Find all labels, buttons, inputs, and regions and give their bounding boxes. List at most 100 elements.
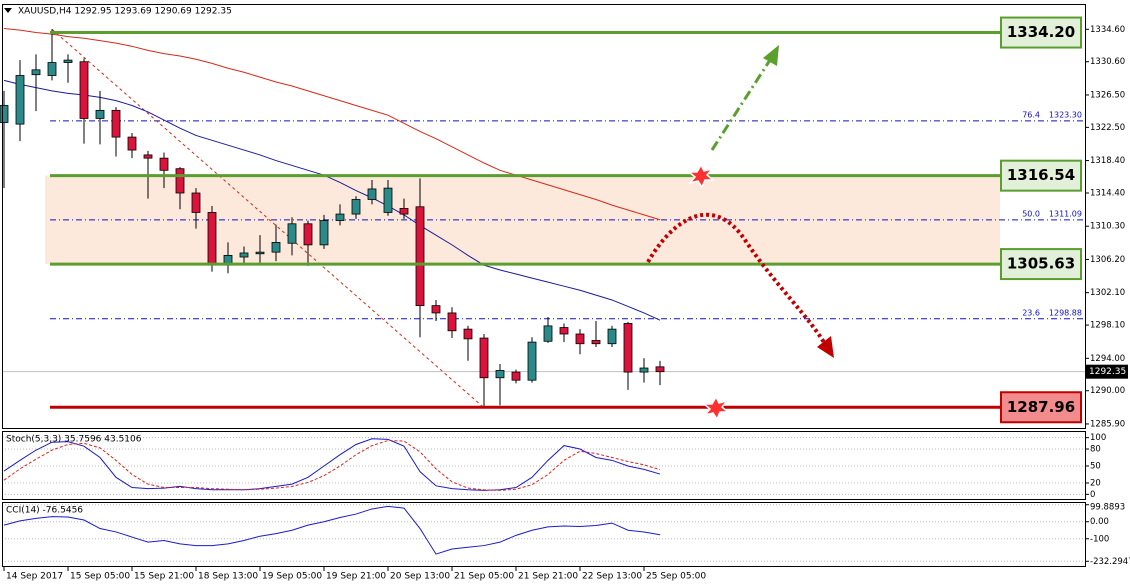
- last-price-label: 1292.35: [1089, 367, 1126, 377]
- up-arrow-head: [763, 45, 779, 66]
- y-tick-label: 1318.40: [1090, 156, 1125, 166]
- y-tick-label: 1290.00: [1090, 386, 1125, 396]
- candle-body: [111, 109, 121, 138]
- indicator-line: [3, 439, 661, 491]
- candle-body: [319, 220, 329, 246]
- candle-body: [575, 333, 585, 345]
- moving-average: [3, 28, 661, 221]
- candle-body: [591, 340, 601, 345]
- down-arrow-head: [817, 336, 834, 358]
- candle-body: [335, 213, 345, 221]
- y-tick-label: 20: [1090, 479, 1101, 489]
- candle-body: [431, 305, 441, 314]
- candle-body: [527, 341, 537, 381]
- y-tick-label: 1306.20: [1090, 255, 1125, 265]
- moving-average: [3, 79, 661, 321]
- candle-body: [287, 223, 297, 244]
- indicator-line: [3, 438, 661, 491]
- annotations: [646, 45, 834, 421]
- candle-body: [271, 242, 281, 253]
- candle-body: [479, 337, 489, 379]
- y-tick-label: 1322.50: [1090, 123, 1125, 133]
- y-tick-label: 1298.10: [1090, 321, 1125, 331]
- x-tick-label: 15 Sep 21:00: [134, 572, 194, 582]
- candle-body: [607, 328, 617, 345]
- down-arrow-line: [646, 212, 828, 347]
- burst: [701, 395, 731, 421]
- candle-body: [303, 223, 313, 246]
- candle-body: [0, 105, 9, 123]
- candle-body: [623, 323, 633, 373]
- candle-body: [191, 192, 201, 213]
- x-tick-label: 19 Sep 05:00: [262, 572, 322, 582]
- level-label: 1305.63: [1007, 255, 1075, 273]
- chart-title: XAUUSD,H4 1292.95 1293.69 1290.69 1292.3…: [18, 7, 232, 17]
- y-tick-label: 0.00: [1090, 517, 1109, 527]
- candle-body: [463, 328, 473, 340]
- cci-title: CCI(14) -76.5456: [6, 506, 83, 516]
- y-tick-label: 1334.60: [1090, 25, 1125, 35]
- candle-body: [15, 75, 25, 125]
- candle-body: [207, 212, 217, 266]
- candle-body: [447, 312, 457, 332]
- fib-level: 23.6: [1022, 308, 1040, 317]
- y-tick-label: 99.8893: [1090, 503, 1125, 513]
- fib-price: 1323.30: [1049, 110, 1082, 119]
- level-box: [1000, 159, 1082, 192]
- y-tick-label: -232.2947: [1090, 557, 1130, 567]
- x-tick-label: 18 Sep 13:00: [198, 572, 258, 582]
- candle-body: [511, 371, 521, 381]
- y-tick-label: -100: [1090, 534, 1109, 544]
- candle-body: [175, 168, 185, 194]
- fib-price: 1311.09: [1049, 209, 1082, 218]
- x-tick-label: 21 Sep 05:00: [454, 572, 514, 582]
- y-tick-label: 1285.90: [1090, 419, 1125, 429]
- level-box: [1000, 16, 1082, 49]
- stoch-frame: [2, 431, 1086, 500]
- candle-body: [159, 157, 169, 171]
- fib-level: 50.0: [1022, 209, 1040, 218]
- y-tick-label: 1310.30: [1090, 222, 1125, 232]
- y-tick-label: 80: [1090, 445, 1101, 455]
- candle-body: [639, 367, 649, 373]
- x-tick-label: 15 Sep 05:00: [70, 572, 130, 582]
- level-label: 1316.54: [1007, 166, 1075, 184]
- x-tick-label: 25 Sep 05:00: [646, 572, 706, 582]
- candle-body: [79, 61, 89, 119]
- up-arrow-line: [710, 59, 772, 151]
- candle-body: [543, 325, 553, 342]
- candle-body: [495, 370, 505, 379]
- candle-body: [255, 251, 265, 255]
- main-frame: [2, 4, 1086, 429]
- candle-body: [351, 199, 361, 215]
- indicator-line: [3, 505, 661, 555]
- y-tick-label: 100: [1090, 433, 1106, 443]
- level-box: [1000, 248, 1082, 281]
- x-tick-label: 21 Sep 21:00: [518, 572, 578, 582]
- candle-body: [239, 252, 249, 258]
- x-tick-label: 19 Sep 21:00: [326, 572, 386, 582]
- fib-price: 1298.88: [1049, 308, 1082, 317]
- last-price-box: [1086, 364, 1128, 379]
- x-tick-label: 14 Sep 2017: [6, 572, 63, 582]
- candle-body: [95, 109, 105, 119]
- level-label: 1287.96: [1007, 398, 1075, 416]
- level-label: 1334.20: [1007, 23, 1075, 41]
- candle-body: [383, 187, 393, 213]
- candle-body: [47, 62, 57, 76]
- x-tick-label: 20 Sep 13:00: [390, 572, 450, 582]
- fib-level: 76.4: [1022, 110, 1040, 119]
- candle-body: [31, 69, 41, 76]
- x-tick-label: 22 Sep 13:00: [582, 572, 642, 582]
- candle-body: [63, 59, 73, 63]
- y-tick-label: 1314.40: [1090, 189, 1125, 199]
- candle-body: [415, 206, 425, 307]
- y-tick-label: 1294.00: [1090, 354, 1125, 364]
- y-tick-label: 0: [1090, 490, 1095, 500]
- burst: [686, 163, 716, 189]
- cci-frame: [2, 502, 1086, 567]
- y-tick-label: 1330.60: [1090, 57, 1125, 67]
- level-box: [1000, 391, 1082, 424]
